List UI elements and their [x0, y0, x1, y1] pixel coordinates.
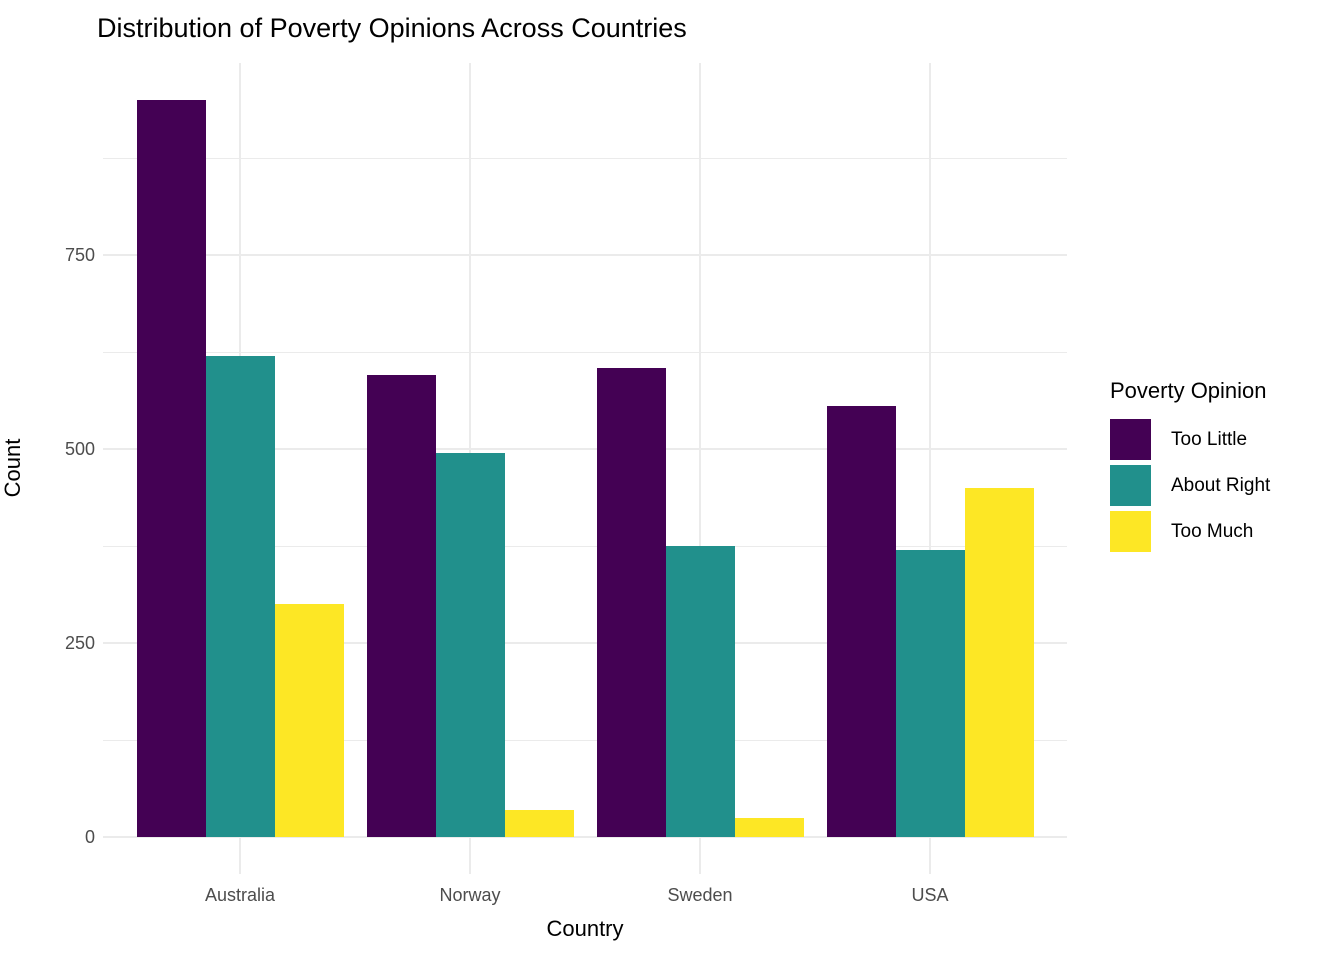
x-tick-label: Norway [439, 885, 501, 905]
gridline-major [103, 836, 1067, 838]
bar-australia-too-much [274, 604, 344, 837]
gridline-major [103, 642, 1067, 644]
bar-usa-too-little [826, 406, 896, 837]
legend-item: Too Little [1110, 419, 1340, 460]
legend-label: Too Much [1171, 520, 1254, 542]
legend-item: Too Much [1110, 511, 1340, 552]
x-tick-label: Sweden [667, 885, 733, 905]
bar-australia-about-right [205, 355, 275, 837]
x-tick-label: Australia [204, 885, 276, 905]
gridline-minor [103, 157, 1067, 159]
bar-sweden-too-little [596, 367, 666, 837]
legend-items: Too Little About Right Too Much [1110, 419, 1340, 552]
y-axis-title: Count [0, 438, 25, 498]
gridline-minor [103, 739, 1067, 741]
x-tick-label: USA [911, 885, 949, 905]
y-tick-label: 750 [64, 245, 95, 265]
plot-panel [103, 63, 1067, 874]
legend-swatch-too-much [1110, 511, 1151, 552]
y-tick-label: 500 [64, 439, 95, 459]
legend-item: About Right [1110, 465, 1340, 506]
chart-title: Distribution of Poverty Opinions Across … [97, 13, 687, 43]
y-tick-label: 250 [64, 633, 95, 653]
bar-usa-about-right [895, 549, 965, 837]
gridline-minor [103, 545, 1067, 547]
legend-label: Too Little [1171, 428, 1248, 450]
gridline-minor [103, 351, 1067, 353]
bar-usa-too-much [964, 487, 1034, 837]
gridline-major [103, 254, 1067, 256]
legend-swatch-too-little [1110, 419, 1151, 460]
gridline-major [103, 448, 1067, 450]
bar-sweden-about-right [665, 546, 735, 837]
gridline-vertical [699, 63, 701, 874]
legend-label: About Right [1171, 474, 1271, 496]
legend: Poverty Opinion Too Little About Right Too… [1110, 378, 1340, 557]
bar-norway-about-right [435, 452, 505, 837]
bar-norway-too-much [504, 809, 574, 837]
y-tick-label: 0 [84, 827, 95, 847]
bar-sweden-too-much [734, 817, 804, 837]
x-axis-title: Country [546, 916, 624, 941]
legend-title: Poverty Opinion [1110, 378, 1267, 403]
bar-norway-too-little [366, 375, 436, 837]
legend-swatch-about-right [1110, 465, 1151, 506]
gridline-vertical [929, 63, 931, 874]
bar-australia-too-little [136, 99, 206, 837]
